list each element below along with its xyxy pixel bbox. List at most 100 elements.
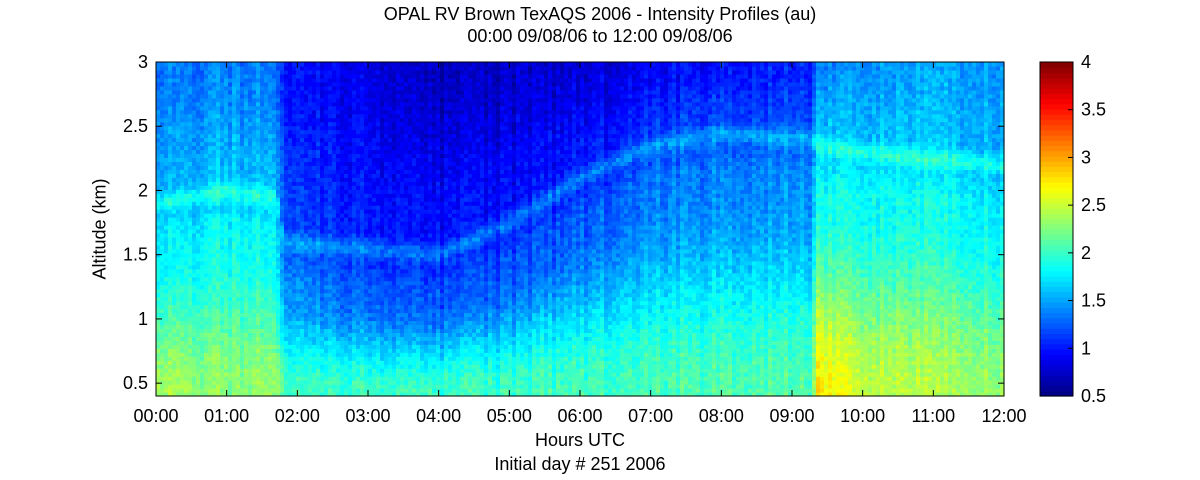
heatmap-cell [220,340,225,345]
heatmap-cell [268,304,273,310]
heatmap-cell [296,248,301,254]
heatmap-cell [312,288,317,294]
heatmap-cell [304,324,309,330]
heatmap-cell [348,113,353,119]
heatmap-cell [188,225,193,230]
heatmap-cell [156,77,161,83]
heatmap-cell [300,272,305,278]
heatmap-cell [380,137,385,143]
heatmap-cell [296,225,301,230]
heatmap-cell [352,121,357,127]
heatmap-cell [280,276,285,282]
heatmap-cell [212,225,217,230]
heatmap-cell [320,312,325,318]
heatmap-cell [228,376,233,381]
heatmap-cell [324,149,329,155]
heatmap-cell [228,189,233,194]
heatmap-cell [296,117,301,123]
heatmap-cell [284,264,289,270]
heatmap-cell [356,73,361,79]
heatmap-cell [192,153,197,159]
heatmap-cell [256,380,261,385]
heatmap-cell [160,384,165,389]
heatmap-cell [220,324,225,330]
heatmap-cell [236,340,241,345]
heatmap-cell [240,248,245,254]
heatmap-cell [392,268,397,274]
heatmap-cell [356,189,361,194]
heatmap-cell [356,169,361,174]
heatmap-cell [348,252,353,258]
heatmap-cell [276,300,281,306]
heatmap-cell [164,360,169,365]
heatmap-cell [192,376,197,381]
heatmap-cell [368,340,373,345]
heatmap-cell [328,193,333,198]
heatmap-cell [156,348,161,353]
heatmap-cell [216,205,221,210]
heatmap-cell [336,340,341,345]
heatmap-cell [268,225,273,230]
heatmap-cell [256,356,261,361]
heatmap-cell [288,62,293,67]
heatmap-cell [208,221,213,226]
heatmap-cell [268,292,273,298]
heatmap-cell [184,360,189,365]
heatmap-cell [212,332,217,337]
heatmap-cell [156,221,161,226]
heatmap-cell [260,221,265,226]
heatmap-cell [284,113,289,119]
heatmap-cell [188,340,193,345]
heatmap-cell [236,177,241,182]
heatmap-cell [212,320,217,326]
heatmap-cell [232,276,237,282]
heatmap-cell [224,221,229,226]
heatmap-cell [244,268,249,274]
heatmap-cell [268,205,273,210]
heatmap-cell [356,121,361,127]
heatmap-cell [212,193,217,198]
heatmap-cell [216,240,221,246]
heatmap-cell [200,240,205,246]
heatmap-cell [364,73,369,79]
heatmap-cell [316,141,321,147]
heatmap-cell [232,260,237,266]
heatmap-cell [296,312,301,318]
heatmap-cell [312,193,317,198]
heatmap-cell [260,240,265,246]
heatmap-cell [264,368,269,373]
heatmap-cell [172,268,177,274]
heatmap-cell [220,332,225,337]
heatmap-cell [212,145,217,151]
heatmap-cell [296,109,301,115]
heatmap-cell [172,348,177,353]
heatmap-cell [392,384,397,389]
heatmap-cell [336,392,341,397]
heatmap-cell [364,62,369,67]
heatmap-cell [172,197,177,202]
heatmap-cell [212,77,217,83]
heatmap-cell [292,364,297,369]
heatmap-cell [352,217,357,222]
heatmap-cell [164,232,169,238]
heatmap-cell [228,217,233,222]
heatmap-cell [300,364,305,369]
heatmap-cell [252,304,257,310]
heatmap-cell [300,284,305,290]
heatmap-cell [328,141,333,147]
heatmap-cell [276,97,281,103]
heatmap-cell [320,97,325,103]
intensity-heatmap [156,62,1005,397]
heatmap-cell [176,244,181,250]
heatmap-cell [392,256,397,262]
heatmap-cell [368,344,373,349]
heatmap-cell [160,157,165,163]
heatmap-cell [200,117,205,123]
heatmap-cell [316,348,321,353]
heatmap-cell [244,372,249,377]
heatmap-cell [188,65,193,71]
heatmap-cell [360,352,365,357]
heatmap-cell [236,284,241,290]
heatmap-cell [332,97,337,103]
heatmap-cell [368,272,373,278]
